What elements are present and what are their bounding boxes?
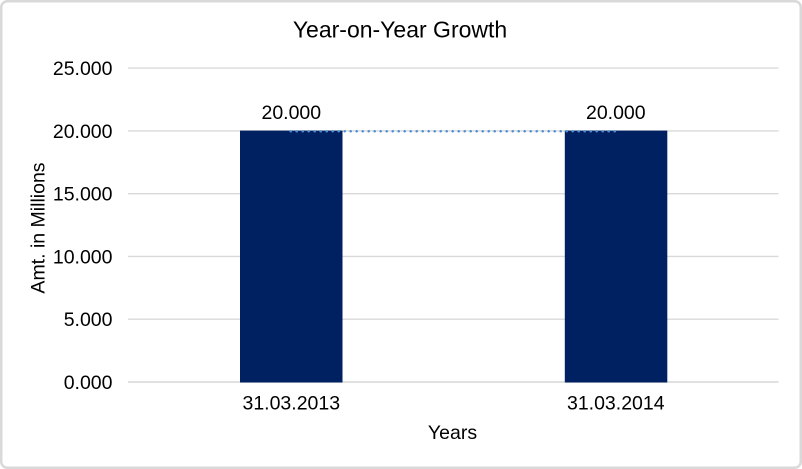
svg-text:10.000: 10.000 bbox=[53, 246, 113, 268]
svg-text:Years: Years bbox=[428, 422, 477, 444]
svg-text:25.000: 25.000 bbox=[53, 58, 113, 80]
svg-text:Year-on-Year Growth: Year-on-Year Growth bbox=[293, 17, 507, 43]
svg-text:20.000: 20.000 bbox=[53, 121, 113, 143]
svg-text:5.000: 5.000 bbox=[64, 309, 113, 331]
svg-text:31.03.2013: 31.03.2013 bbox=[242, 392, 340, 414]
svg-text:20.000: 20.000 bbox=[586, 102, 646, 124]
svg-text:20.000: 20.000 bbox=[261, 102, 321, 124]
svg-text:31.03.2014: 31.03.2014 bbox=[567, 392, 665, 414]
svg-text:Amt. in Millions: Amt. in Millions bbox=[28, 162, 50, 293]
svg-text:15.000: 15.000 bbox=[53, 184, 113, 206]
svg-text:0.000: 0.000 bbox=[64, 372, 113, 394]
